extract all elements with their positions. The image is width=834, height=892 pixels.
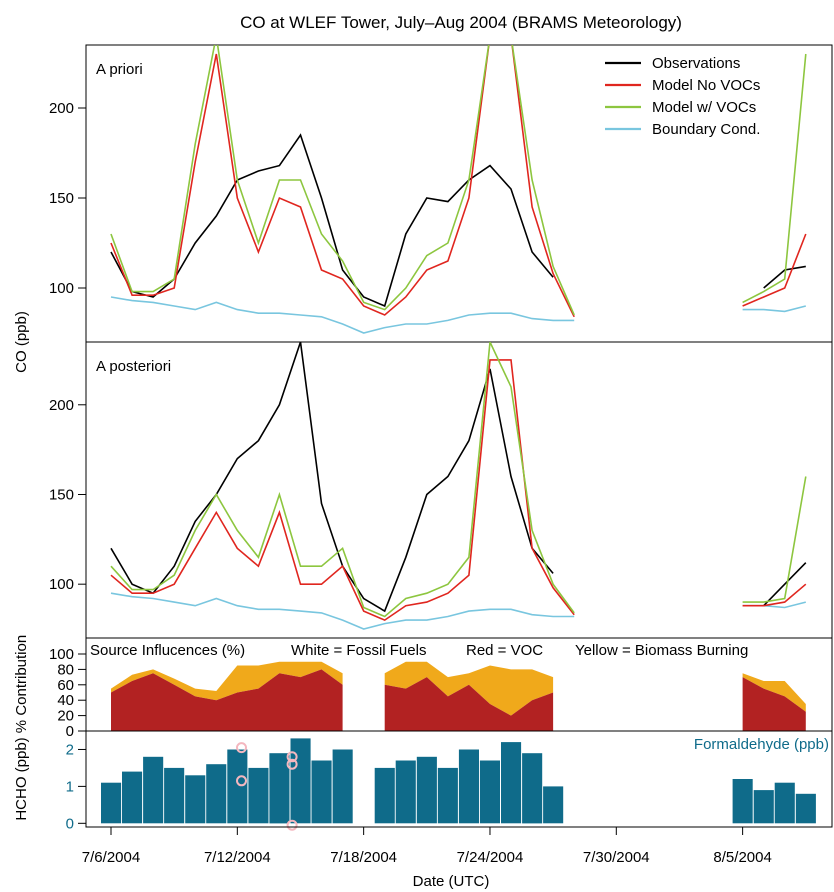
hcho-bar	[479, 760, 500, 824]
y-tick-label: 1	[66, 778, 74, 795]
a-priori-observations-line	[110, 133, 806, 308]
y-tick-label: 2	[66, 741, 74, 758]
co-ylabel: CO (ppb)	[13, 311, 30, 373]
hcho-series-label: Formaldehyde (ppb)	[694, 736, 829, 753]
hcho-bar	[269, 753, 290, 824]
hcho-bar	[206, 764, 227, 824]
hcho-outlier-point	[286, 819, 298, 831]
hcho-bar	[395, 760, 416, 824]
x-tick-label: 7/18/2004	[330, 849, 397, 866]
figure-title: CO at WLEF Tower, July–Aug 2004 (BRAMS M…	[240, 13, 682, 32]
biomass-burning-area	[742, 673, 806, 712]
a-posteriori-model-w-vocs-line	[110, 342, 807, 618]
hcho-bar	[543, 786, 564, 824]
hcho-bar	[164, 767, 185, 824]
legend: Observations Model No VOCs Model w/ VOCs…	[605, 55, 760, 138]
hcho-panel: 0 1 2 Formaldehyde (ppb) HCHO (ppb)	[13, 730, 833, 832]
legend-model-no-vocs: Model No VOCs	[652, 77, 760, 94]
source-influences-title: Source Influcences (%)	[90, 642, 245, 659]
y-tick-label: 20	[57, 708, 74, 725]
y-tick-label: 200	[49, 100, 74, 117]
biomass-burning-area	[384, 661, 554, 716]
a-posteriori-panel: A posteriori 100 150 200	[49, 341, 833, 639]
hcho-outlier-point	[286, 758, 298, 770]
x-tick-label: 8/5/2004	[713, 849, 771, 866]
hcho-outlier-point	[236, 742, 247, 754]
hcho-outlier-point	[236, 775, 247, 787]
y-tick-label: 80	[57, 661, 74, 678]
hcho-bar	[227, 749, 248, 824]
y-tick-label: 40	[57, 692, 74, 709]
hcho-bar	[501, 742, 522, 824]
a-priori-model-no-vocs-line	[110, 45, 807, 318]
a-posteriori-model-no-vocs-line	[110, 359, 807, 622]
hcho-bar	[248, 767, 269, 824]
hcho-bar	[311, 760, 332, 824]
hcho-ylabel: HCHO (ppb)	[13, 737, 30, 820]
hcho-bar	[437, 767, 458, 824]
y-tick-label: 100	[49, 576, 74, 593]
biomass-burning-note: Yellow = Biomass Burning	[575, 642, 748, 659]
hcho-bar	[101, 782, 122, 824]
legend-observations: Observations	[652, 55, 740, 72]
a-posteriori-label: A posteriori	[96, 358, 171, 375]
y-tick-label: 100	[49, 280, 74, 297]
hcho-bar	[732, 779, 753, 824]
y-tick-label: 100	[49, 646, 74, 663]
voc-note: Red = VOC	[466, 642, 543, 659]
a-posteriori-boundary-cond-line	[110, 592, 806, 630]
hcho-bar	[795, 793, 816, 824]
hcho-bar	[290, 738, 311, 824]
hcho-bar	[374, 767, 395, 824]
voc-area	[742, 677, 806, 731]
biomass-burning-area	[111, 661, 343, 701]
x-tick-label: 7/24/2004	[457, 849, 524, 866]
x-axis-label: Date (UTC)	[413, 873, 490, 890]
hcho-bar	[332, 749, 353, 824]
y-tick-label: 200	[49, 397, 74, 414]
fossil-fuels-note: White = Fossil Fuels	[291, 642, 426, 659]
hcho-bar	[522, 753, 543, 824]
hcho-outlier-point	[286, 751, 298, 763]
y-tick-label: 0	[66, 723, 74, 740]
x-axis: 7/6/2004 7/12/2004 7/18/2004 7/24/2004 7/30/…	[82, 826, 772, 866]
x-tick-label: 7/12/2004	[204, 849, 271, 866]
x-tick-label: 7/30/2004	[583, 849, 650, 866]
hcho-bar	[143, 756, 164, 824]
hcho-bar	[458, 749, 479, 824]
y-tick-label: 60	[57, 677, 74, 694]
a-priori-model-w-vocs-line	[110, 45, 807, 316]
a-posteriori-observations-line	[110, 342, 807, 613]
legend-model-w-vocs: Model w/ VOCs	[652, 99, 756, 116]
legend-boundary-cond: Boundary Cond.	[652, 121, 760, 138]
x-tick-label: 7/6/2004	[82, 849, 140, 866]
y-tick-label: 150	[49, 190, 74, 207]
a-priori-boundary-cond-line	[110, 296, 806, 334]
a-priori-label: A priori	[96, 61, 143, 78]
hcho-bar	[774, 782, 795, 824]
y-tick-label: 0	[66, 815, 74, 832]
hcho-bar	[416, 756, 437, 824]
voc-area	[111, 669, 343, 731]
voc-area	[384, 677, 554, 731]
hcho-bar	[185, 775, 206, 824]
y-tick-label: 150	[49, 486, 74, 503]
hcho-bar	[753, 790, 774, 824]
hcho-bar	[122, 771, 143, 824]
a-priori-panel: A priori 100 150 200 Observations Model No…	[49, 44, 833, 343]
contribution-ylabel: % Contribution	[13, 635, 30, 733]
a-posteriori-frame	[85, 341, 833, 639]
